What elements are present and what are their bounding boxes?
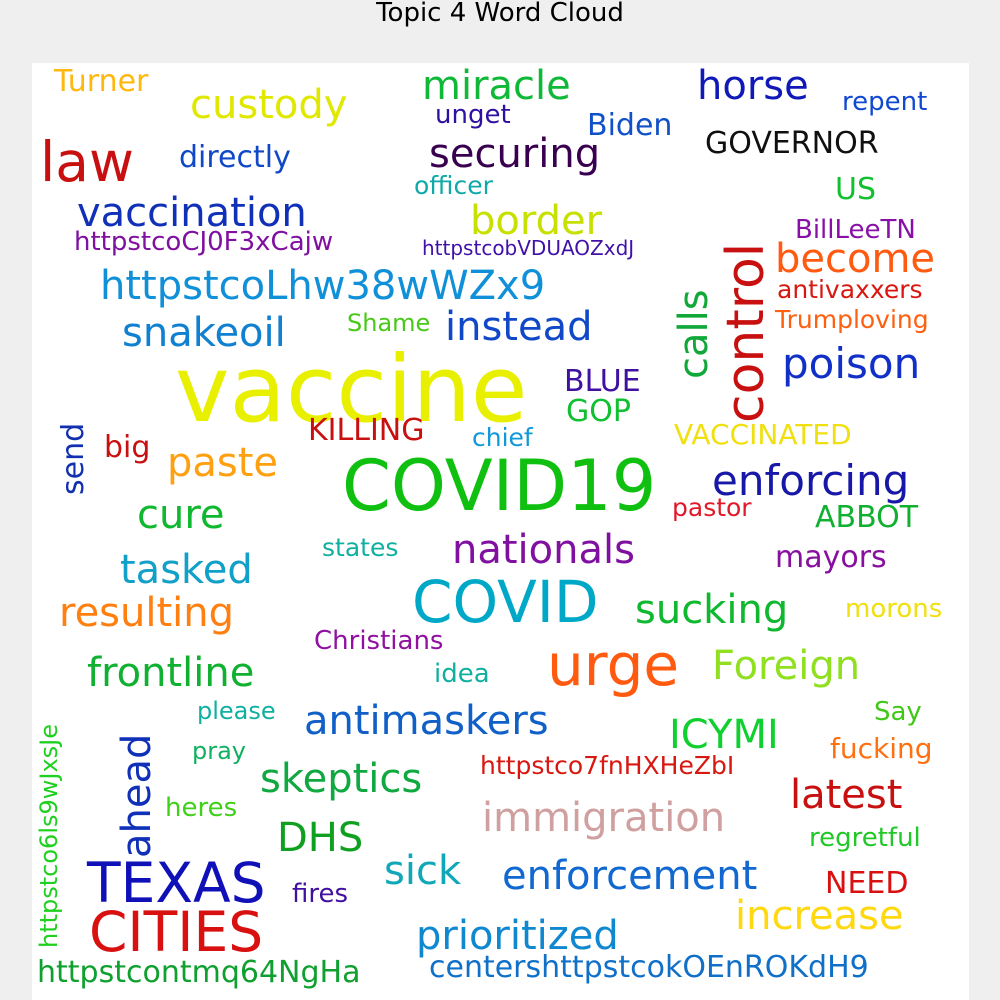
word: paste (167, 440, 279, 486)
word: CITIES (89, 900, 264, 964)
word: send (56, 422, 91, 495)
word: morons (845, 594, 943, 624)
word: horse (697, 63, 809, 109)
word: KILLING (308, 413, 425, 448)
word: regretful (809, 823, 921, 853)
word: cure (137, 492, 225, 538)
word: repent (842, 87, 928, 117)
word: instead (445, 304, 593, 350)
word: BLUE (564, 364, 641, 399)
word: Biden (587, 108, 673, 143)
word: idea (434, 659, 490, 689)
word: ABBOT (815, 500, 919, 535)
word: Christians (314, 626, 444, 656)
word: immigration (482, 795, 726, 841)
word: pray (192, 737, 247, 765)
word: custody (190, 82, 348, 128)
word: sucking (635, 587, 789, 633)
word: ICYMI (669, 712, 779, 758)
word: antivaxxers (777, 275, 923, 304)
word: skeptics (260, 756, 423, 802)
word: fires (292, 879, 349, 909)
chart-title: Topic 4 Word Cloud (376, 0, 624, 28)
word: Turner (54, 64, 149, 99)
word: vaccine (175, 336, 528, 443)
word: big (104, 430, 151, 465)
word: Say (874, 697, 922, 727)
word: httpstcoLhw38wWZx9 (100, 263, 546, 309)
word: prioritized (416, 913, 619, 959)
word: TEXAS (87, 851, 266, 915)
word: vaccination (77, 190, 307, 236)
word: urge (547, 631, 680, 699)
word: miracle (422, 63, 571, 109)
word: httpstcontmq64NgHa (37, 955, 361, 990)
word: Foreign (712, 643, 861, 689)
word: latest (790, 772, 903, 818)
word: pastor (672, 493, 752, 522)
word: states (322, 533, 399, 562)
word: COVID (412, 568, 599, 636)
word: chief (472, 423, 533, 452)
word: unget (435, 100, 511, 130)
word: directly (179, 140, 291, 175)
word: VACCINATED (674, 418, 852, 451)
word: heres (165, 793, 238, 823)
word: nationals (452, 527, 635, 573)
word: law (40, 130, 134, 194)
word: BillLeeTN (795, 215, 916, 245)
word: httpstcoCJ0F3xCajw (74, 227, 334, 257)
word: GOP (566, 394, 631, 429)
word: httpstco6ls9wJxsJe (35, 723, 63, 948)
word: fucking (830, 732, 933, 765)
word: Shame (347, 309, 431, 337)
word: enforcing (712, 456, 910, 505)
word: please (197, 697, 276, 725)
word: border (470, 198, 603, 244)
word: DHS (277, 815, 364, 861)
word: poison (782, 339, 921, 388)
word: enforcement (502, 853, 758, 899)
word: tasked (120, 547, 253, 593)
word: control (716, 242, 776, 423)
word: resulting (59, 590, 235, 636)
word: snakeoil (122, 310, 286, 356)
word: antimaskers (304, 698, 549, 744)
word: httpstco7fnHXHeZbI (480, 751, 735, 780)
word: increase (735, 893, 904, 939)
word: US (835, 172, 877, 207)
word: ahead (114, 733, 160, 858)
word: Trumploving (775, 305, 929, 334)
word: mayors (775, 540, 887, 575)
word: httpstcobVDUAOZxdJ (422, 236, 635, 260)
word: NEED (825, 866, 909, 901)
word: COVID19 (342, 445, 657, 527)
word: officer (414, 171, 493, 200)
word: calls (671, 289, 717, 379)
word-cloud: vaccine COVID19 control COVID urge TEXAS… (32, 63, 969, 1000)
word: centershttpstcokOEnROKdH9 (429, 950, 869, 985)
word: sick (384, 848, 462, 894)
word: GOVERNOR (705, 126, 879, 161)
word: become (775, 236, 936, 282)
word: frontline (87, 650, 255, 696)
word: securing (429, 131, 601, 177)
